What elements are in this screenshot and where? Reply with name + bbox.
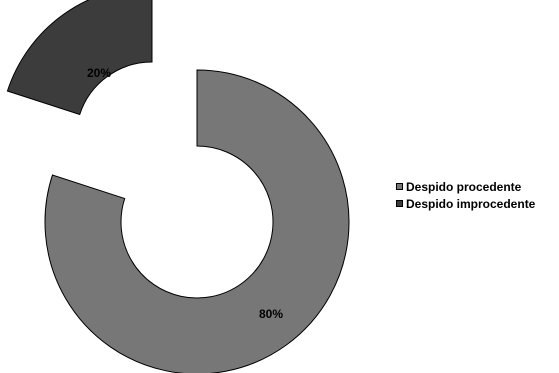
slices-group [7,0,349,373]
legend: Despido procedente Despido improcedente [396,178,535,212]
legend-item-despido-procedente: Despido procedente [396,178,535,195]
data-label-despido-improcedente: 20% [87,66,111,80]
legend-swatch-despido-procedente [396,183,403,190]
donut-slice-despido-procedente [45,70,349,373]
legend-item-despido-improcedente: Despido improcedente [396,195,535,212]
donut-slice-despido-improcedente [7,0,152,115]
legend-swatch-despido-improcedente [396,200,403,207]
data-label-despido-procedente: 80% [259,307,283,321]
legend-label-despido-procedente: Despido procedente [406,180,521,194]
legend-label-despido-improcedente: Despido improcedente [406,197,535,211]
